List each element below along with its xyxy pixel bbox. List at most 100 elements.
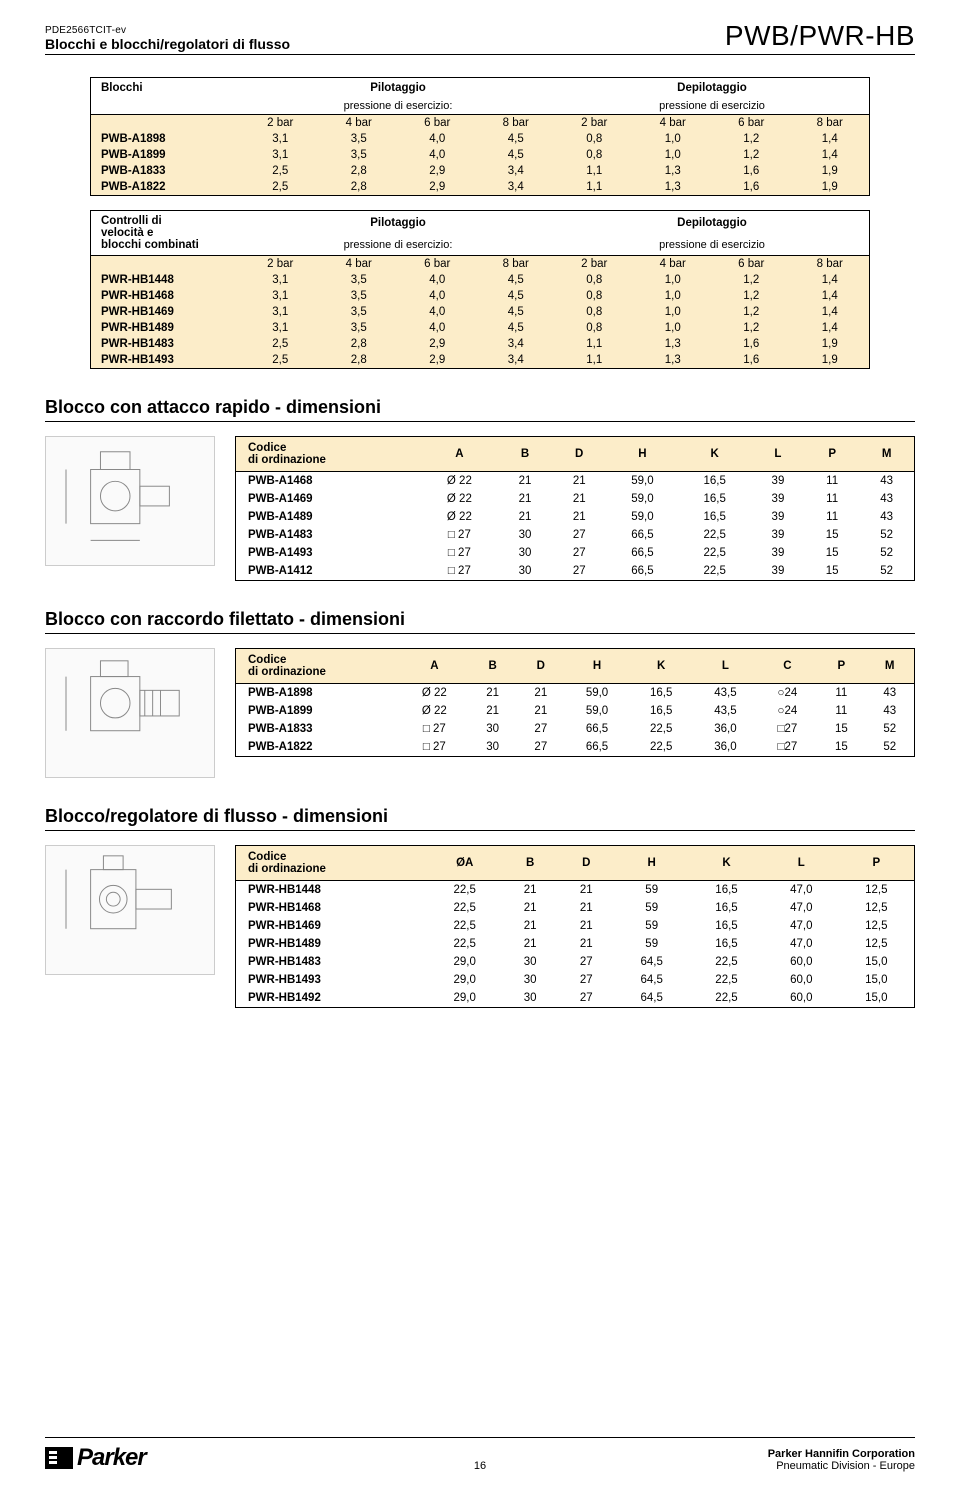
cell: 30 [502, 971, 558, 989]
cell: 30 [469, 738, 517, 757]
table-row: PWR-HB146822,521215916,547,012,5 [236, 899, 915, 917]
footer-right: Parker Hannifin Corporation Pneumatic Di… [768, 1448, 915, 1472]
table-row: PWB-A18332,52,82,93,41,11,31,61,9 [91, 163, 869, 179]
t2-title-mid: Pilotaggio [241, 211, 555, 235]
cell: 1,4 [791, 147, 870, 163]
cell: 22,5 [689, 971, 764, 989]
col-header: K [629, 649, 693, 684]
section-title-2: Blocco con raccordo filettato - dimensio… [45, 609, 915, 634]
cell: 2,5 [241, 352, 320, 368]
col-header: H [565, 649, 629, 684]
drawing-regolatore-flusso [45, 845, 215, 975]
cell: 0,8 [555, 288, 634, 304]
cell: 22,5 [427, 881, 502, 900]
cell: Ø 22 [400, 702, 468, 720]
cell: 3,5 [320, 147, 399, 163]
cell: 16,5 [629, 684, 693, 703]
row-label: PWR-HB1448 [236, 881, 428, 900]
row-label: PWR-HB1492 [236, 989, 428, 1008]
cell: 1,0 [634, 272, 713, 288]
cell: 3,1 [241, 147, 320, 163]
cell: 22,5 [679, 562, 751, 581]
cell: 0,8 [555, 272, 634, 288]
cell: 22,5 [679, 526, 751, 544]
cell: 39 [751, 472, 805, 491]
cell: 0,8 [555, 304, 634, 320]
row-label: PWB-A1898 [236, 684, 401, 703]
cell: 1,4 [791, 288, 870, 304]
cell: 59,0 [606, 508, 678, 526]
cell: 3,5 [320, 320, 399, 336]
cell: 66,5 [606, 562, 678, 581]
cell: 47,0 [764, 881, 839, 900]
cell: 4,5 [477, 147, 556, 163]
cell: 21 [498, 508, 552, 526]
cell: 22,5 [629, 720, 693, 738]
section-title-1: Blocco con attacco rapido - dimensioni [45, 397, 915, 422]
cell: 21 [552, 508, 606, 526]
cell: 1,1 [555, 163, 634, 179]
section-title-3: Blocco/regolatore di flusso - dimensioni [45, 806, 915, 831]
row-label: PWB-A1899 [236, 702, 401, 720]
col-header: P [805, 437, 859, 472]
col-header: M [859, 437, 914, 472]
t1-ch: 8 bar [477, 115, 556, 132]
cell: 1,2 [712, 272, 791, 288]
cell: 1,0 [634, 147, 713, 163]
t2-tl2: velocità e [101, 227, 153, 239]
cell: 2,8 [320, 163, 399, 179]
t2-ch: 4 bar [320, 256, 399, 273]
cell: 30 [502, 989, 558, 1008]
row-label: PWR-HB1469 [91, 304, 241, 320]
cell: 15 [805, 544, 859, 562]
page-header: PDE2566TCIT-ev Blocchi e blocchi/regolat… [45, 20, 915, 55]
col-header: H [606, 437, 678, 472]
table-row: PWR-HB14893,13,54,04,50,81,01,21,4 [91, 320, 869, 336]
col-header: ØA [427, 846, 502, 881]
cell: 1,0 [634, 131, 713, 147]
cell: 60,0 [764, 953, 839, 971]
cell: □ 27 [400, 720, 468, 738]
cell: □ 27 [421, 544, 498, 562]
cell: 47,0 [764, 899, 839, 917]
t1-ch: 6 bar [398, 115, 477, 132]
cell: 30 [502, 953, 558, 971]
cell: 21 [558, 917, 614, 935]
cell: □27 [758, 720, 818, 738]
table-row: PWB-A18222,52,82,93,41,11,31,61,9 [91, 179, 869, 195]
row-label: PWB-A1898 [91, 131, 241, 147]
cell: 0,8 [555, 320, 634, 336]
dim-table-2: Codicedi ordinazioneABDHKLCPM PWB-A1898Ø… [235, 648, 915, 757]
row-label: PWR-HB1483 [236, 953, 428, 971]
t1-title-left: Blocchi [91, 78, 241, 98]
t2-title-right: Depilotaggio [555, 211, 869, 235]
cell: 3,4 [477, 163, 556, 179]
cell: 21 [502, 917, 558, 935]
cell: 4,0 [398, 288, 477, 304]
cell: 52 [859, 544, 914, 562]
cell: 36,0 [693, 720, 757, 738]
col-header: B [469, 649, 517, 684]
cell: 1,6 [712, 336, 791, 352]
brand-text: Parker [77, 1444, 146, 1472]
doc-title: Blocchi e blocchi/regolatori di flusso [45, 36, 290, 52]
cell: 16,5 [689, 917, 764, 935]
dim-table-1: Codicedi ordinazioneABDHKLPM PWB-A1468Ø … [235, 436, 915, 581]
cell: 4,0 [398, 272, 477, 288]
cell: 1,2 [712, 131, 791, 147]
cell: 22,5 [427, 935, 502, 953]
cell: 59 [614, 899, 689, 917]
t1-ch: 4 bar [634, 115, 713, 132]
cell: 66,5 [606, 544, 678, 562]
cell: 22,5 [629, 738, 693, 757]
cell: 59,0 [606, 490, 678, 508]
cell: 4,5 [477, 131, 556, 147]
cell: 16,5 [689, 881, 764, 900]
cell: 3,1 [241, 320, 320, 336]
t1-ch: 4 bar [320, 115, 399, 132]
blocchi-table: Blocchi Pilotaggio Depilotaggio pression… [90, 77, 870, 196]
t1-title-right: Depilotaggio [555, 78, 869, 98]
cell: 1,3 [634, 336, 713, 352]
cell: 39 [751, 508, 805, 526]
cell: 59 [614, 881, 689, 900]
